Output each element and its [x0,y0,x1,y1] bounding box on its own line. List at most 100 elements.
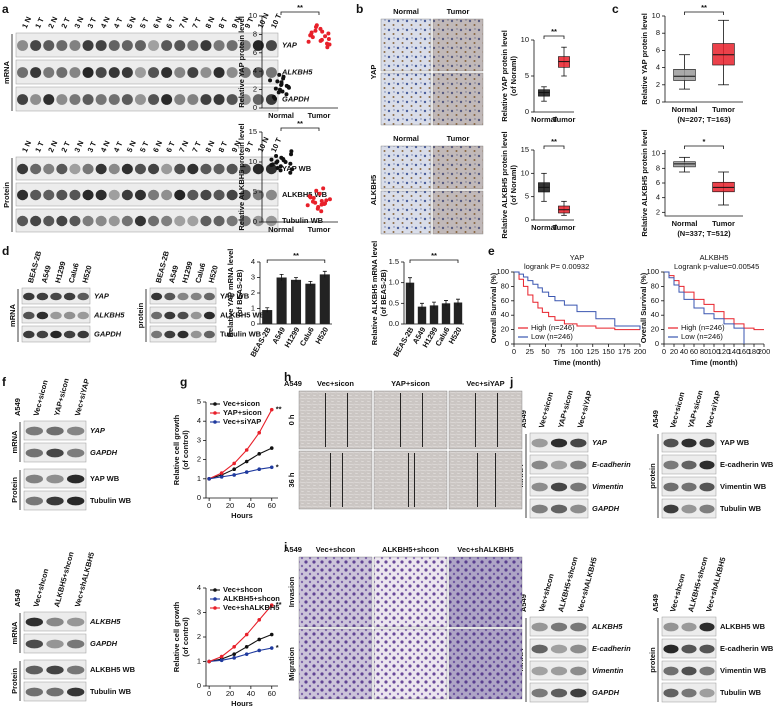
band [239,40,251,51]
lane-label: 7 T [190,16,203,30]
lane-label: 9 T [243,16,256,30]
data-point [269,632,274,637]
lane-label: 2 T [59,140,72,154]
band [265,215,277,227]
side-label: Protein [2,182,11,208]
legend-marker [213,402,217,406]
band [681,460,697,470]
band [66,639,85,649]
band [550,688,568,698]
band [213,94,225,105]
band [56,163,68,175]
micrograph [380,72,432,126]
lane-label: YAP+sicon [52,377,71,417]
band [699,460,715,470]
data-point [273,96,278,101]
y-tick-label: 15 [249,127,257,136]
x-tick-label: 60 [690,347,698,356]
band [663,666,679,676]
y-tick-label: 2 [251,288,255,297]
band [531,460,548,470]
band [265,163,277,175]
data-point [257,452,262,456]
band [570,482,587,492]
band [531,666,548,676]
y-axis-label: Overall Survival (%) [639,272,648,343]
band [570,504,587,514]
y-tick-label: 60 [501,296,509,305]
band [148,189,160,201]
band [95,215,107,227]
growth-line [208,447,272,480]
y-tick-label: 15 [521,145,529,154]
y-tick-label: 2 [197,632,201,641]
band [699,482,715,492]
micrograph [448,556,523,628]
survival-curve [664,271,764,331]
survival-curve [514,271,640,331]
data-point [274,154,279,158]
lane-label: Vec+siYAP [73,378,92,417]
band [239,215,251,227]
y-tick-label: 40 [501,310,509,319]
band [252,163,264,175]
data-point [232,467,236,472]
data-point [244,652,249,656]
data-point [269,603,274,607]
band [46,665,64,675]
y-axis-label: Relative ALKBH5 protein level [640,129,649,236]
legend-label: Vec+siYAP [223,417,261,426]
band [148,67,160,78]
band [239,189,251,201]
significance: ** [701,3,707,12]
row-label: Tubulin WB [90,496,132,505]
micrograph [448,390,523,450]
bar [262,310,273,324]
panel-letter: i [284,540,287,554]
band [213,163,225,175]
data-point [284,92,289,97]
band [17,215,29,227]
data-point [257,467,262,472]
band [17,40,29,51]
band [66,448,85,458]
chart-title: ALKBH5 [700,253,729,262]
data-point [244,645,249,649]
band [46,639,64,649]
band [699,688,715,698]
y-tick-label: 0 [656,97,660,106]
bar [417,306,427,324]
legend-label: ALKBH5+shcon [223,594,280,603]
sig-bracket [280,127,320,131]
band [252,215,264,227]
lane-label: Vec+siYAP [575,390,594,429]
data-point [290,167,295,172]
sample-note: (N=207; T=163) [677,115,731,124]
x-tick-label: Tumor [308,111,331,120]
data-point [232,652,236,656]
y-tick-label: 2 [197,455,201,464]
lane-label: 3 N [72,139,85,153]
x-tick-label: 20 [670,347,678,356]
panel-letter: d [2,244,9,258]
side-label: mRNA [10,430,19,454]
data-point [286,85,291,90]
band [148,215,160,227]
y-tick-label: 1 [197,656,201,665]
band [30,215,42,227]
panel-letter: b [356,2,363,16]
stain [433,146,483,189]
band [239,67,251,78]
band [82,40,94,51]
significance: ** [431,251,437,260]
data-point [219,658,224,663]
row-label: ALKBH5 WB [90,665,136,674]
growth-line [209,466,272,480]
x-tick-label: 20 [226,501,234,510]
lane-label: Vec+shALKBH5 [575,556,598,613]
band [226,163,238,175]
image-column-label: Vec+sicon [317,379,354,388]
lane-label: 2 N [46,139,59,153]
band [531,688,548,698]
lane-label: 4 N [99,15,112,29]
